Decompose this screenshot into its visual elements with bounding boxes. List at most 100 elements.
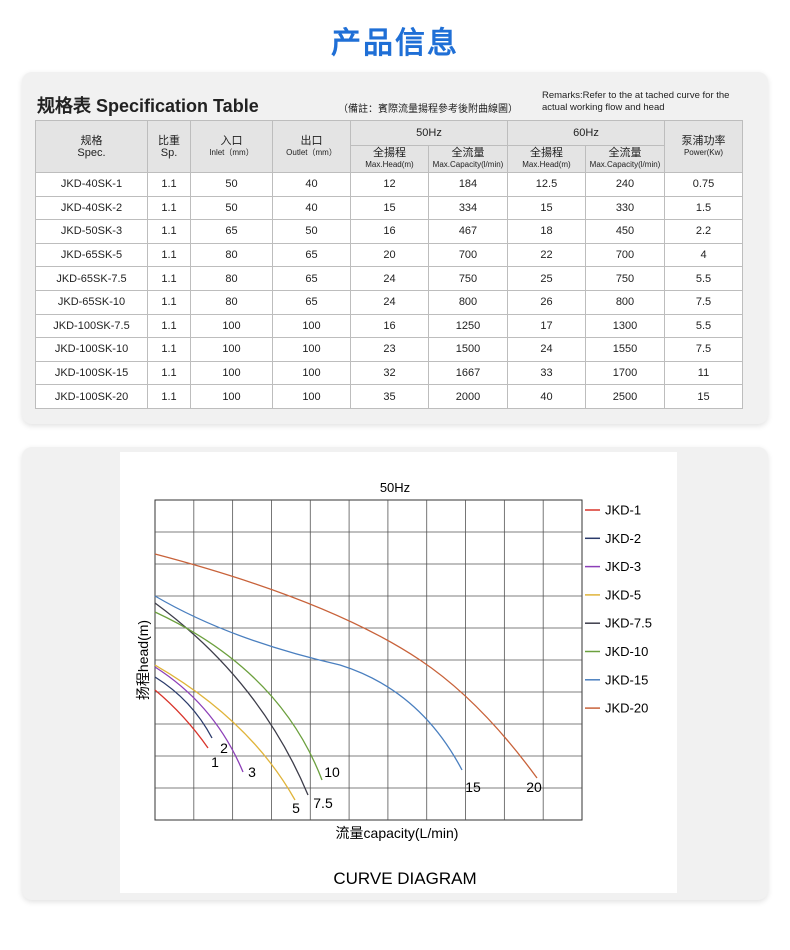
header-cell: 50Hz [350, 120, 508, 146]
legend-label: JKD-10 [605, 644, 648, 659]
table-cell: 16 [350, 219, 429, 244]
curve [154, 689, 209, 749]
curve-label: 5 [292, 800, 300, 816]
table-cell: 2500 [585, 384, 665, 409]
curve-labels: 1 2 3 5 7.5 10 15 20 [211, 740, 542, 816]
table-cell: JKD-100SK-20 [35, 384, 148, 409]
table-cell: JKD-65SK-5 [35, 242, 148, 268]
table-cell: 50 [190, 195, 273, 221]
header-text: 全流量 [451, 147, 485, 159]
curve-label: 2 [220, 740, 228, 756]
table-cell: 100 [190, 360, 273, 386]
header-cell: 全揚程 Max.Head(m) [350, 145, 429, 173]
table-cell: 100 [190, 313, 273, 339]
table-row: JKD-40SK-2 1.1 50 40 15 334 15 330 1.5 [35, 195, 743, 221]
header-text: 全流量 [608, 147, 642, 159]
header-cell: 全流量 Max.Capacity(l/min) [585, 145, 665, 173]
legend: JKD-1 JKD-2 JKD-3 JKD-5 JKD-7.5 JKD-10 JKD-15 J… [585, 503, 652, 716]
table-row: JKD-100SK-10 1.1 100 100 23 1500 24 1550 7.5 [35, 337, 743, 362]
table-cell: 80 [190, 289, 273, 315]
table-cell: 20 [350, 242, 429, 268]
table-cell: JKD-65SK-10 [35, 289, 148, 315]
table-cell: 750 [428, 266, 508, 291]
grid [155, 500, 582, 820]
table-cell: 65 [190, 219, 273, 244]
header-text: Max.Head(m) [522, 160, 571, 169]
table-cell: 1300 [585, 313, 665, 339]
table-cell: 1.5 [664, 195, 743, 221]
table-cell: 800 [585, 289, 665, 315]
table-cell: JKD-65SK-7.5 [35, 266, 148, 291]
table-cell: 1.1 [147, 337, 191, 362]
table-cell: 15 [350, 195, 429, 221]
table-cell: 7.5 [664, 289, 743, 315]
curve [154, 664, 296, 801]
table-cell: 35 [350, 384, 429, 409]
table-row: JKD-65SK-7.5 1.1 80 65 24 750 25 750 5.5 [35, 266, 743, 291]
table-cell: 1.1 [147, 360, 191, 386]
header-cell: 60Hz [507, 120, 665, 146]
table-remarks: Remarks:Refer to the at tached curve for… [542, 90, 729, 114]
table-cell: 24 [350, 289, 429, 315]
table-cell: 4 [664, 242, 743, 268]
header-text: 比重 [158, 134, 180, 147]
table-row: JKD-100SK-7.5 1.1 100 100 16 1250 17 1300 5.5 [35, 313, 743, 339]
remark-line: Remarks:Refer to the at tached curve for… [542, 90, 730, 101]
table-cell: 32 [350, 360, 429, 386]
legend-label: JKD-20 [605, 701, 648, 716]
table-cell: 467 [428, 219, 508, 244]
curve [154, 611, 323, 781]
table-row: JKD-50SK-3 1.1 65 50 16 467 18 450 2.2 [35, 219, 743, 244]
remark-line: actual working flow and head [542, 102, 665, 113]
table-row: JKD-65SK-10 1.1 80 65 24 800 26 800 7.5 [35, 289, 743, 315]
table-body: JKD-40SK-1 1.1 50 40 12 184 12.5 240 0.75 JKD-40S… [35, 172, 743, 409]
curve [154, 602, 309, 796]
diagram-card: 50Hz 扬程head(m) 流量capacity(L/min) CURVE D… [22, 447, 768, 900]
table-cell: 0.75 [664, 172, 743, 197]
table-row: JKD-40SK-1 1.1 50 40 12 184 12.5 240 0.75 [35, 172, 743, 197]
curve-label: 20 [526, 779, 542, 795]
header-cell: 规格 Spec. [35, 120, 148, 173]
table-cell: 24 [507, 337, 586, 362]
table-cell: 1.1 [147, 289, 191, 315]
table-cell: JKD-100SK-15 [35, 360, 148, 386]
table-cell: 240 [585, 172, 665, 197]
table-cell: 65 [272, 289, 351, 315]
legend-label: JKD-2 [605, 531, 641, 546]
table-cell: 100 [190, 337, 273, 362]
table-cell: 184 [428, 172, 508, 197]
table-cell: JKD-50SK-3 [35, 219, 148, 244]
curve [154, 666, 244, 773]
diagram-title: 50Hz [380, 480, 410, 495]
table-cell: 7.5 [664, 337, 743, 362]
table-cell: JKD-100SK-7.5 [35, 313, 148, 339]
header-cell: 入口 Inlet（mm） [190, 120, 273, 173]
table-cell: 100 [272, 360, 351, 386]
header-text: Max.Head(m) [365, 160, 414, 169]
table-cell: 12 [350, 172, 429, 197]
spec-card: 规格表 Specification Table （備註：賓際流量揚程參考後附曲線… [22, 72, 768, 424]
table-cell: 1.1 [147, 384, 191, 409]
curve-label: 3 [248, 764, 256, 780]
table-cell: 50 [272, 219, 351, 244]
header-text: 规格 [80, 134, 103, 147]
table-cell: 2.2 [664, 219, 743, 244]
header-text: Spec. [77, 146, 106, 159]
diagram-panel: 50Hz 扬程head(m) 流量capacity(L/min) CURVE D… [120, 452, 677, 893]
table-cell: 12.5 [507, 172, 586, 197]
curve-label: 7.5 [313, 795, 333, 811]
table-cell: 23 [350, 337, 429, 362]
y-label: 扬程head(m) [135, 620, 151, 700]
table-cell: 17 [507, 313, 586, 339]
table-cell: 100 [190, 384, 273, 409]
header-text: 出口 [300, 134, 323, 147]
legend-label: JKD-3 [605, 559, 641, 574]
table-cell: 40 [507, 384, 586, 409]
header-cell: 泵浦功率 Power(Kw) [664, 120, 743, 173]
table-row: JKD-100SK-15 1.1 100 100 32 1667 33 1700 11 [35, 360, 743, 386]
header-text: Inlet（mm） [209, 147, 254, 157]
table-cell: 100 [272, 384, 351, 409]
table-row: JKD-65SK-5 1.1 80 65 20 700 22 700 4 [35, 242, 743, 268]
table-cell: 22 [507, 242, 586, 268]
